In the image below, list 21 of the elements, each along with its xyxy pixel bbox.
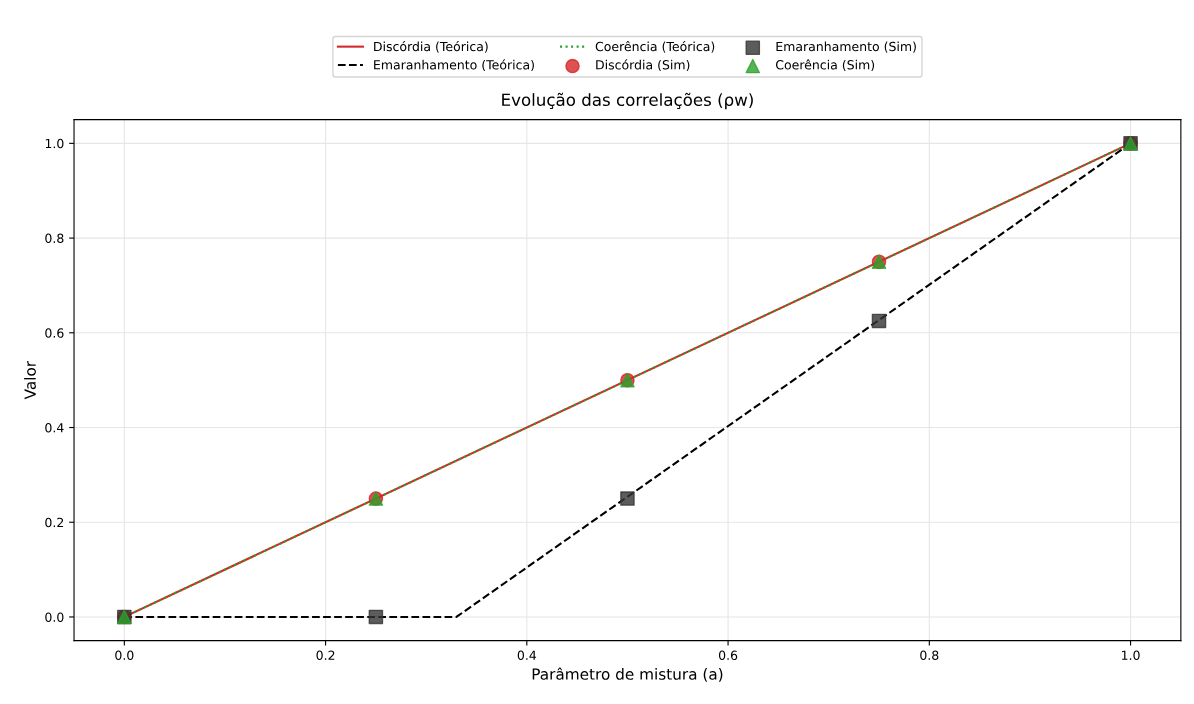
x-tick-label: 0.2 [316, 650, 335, 661]
chart-title: Evolução das correlações (ρw) [502, 92, 753, 110]
x-tick-label: 0.4 [517, 650, 537, 661]
legend-label: Coerência (Sim) [775, 59, 875, 72]
y-tick-label: 0.6 [45, 328, 64, 338]
y-tick-label: 1.0 [45, 138, 64, 149]
legend-label: Discórdia (Teórica) [374, 41, 488, 53]
x-axis-title: Parâmetro de mistura (a) [532, 667, 723, 682]
y-tick-label: 0.0 [45, 612, 64, 622]
y-tick-label: 0.4 [45, 422, 64, 433]
x-tick-label: 0.6 [718, 650, 738, 661]
legend-label: Discórdia (Sim) [596, 59, 690, 72]
y-tick-label: 0.2 [45, 517, 64, 528]
y-axis-title: Valor [24, 360, 36, 400]
y-tick-label: 0.8 [45, 233, 64, 244]
x-tick-label: 1.0 [1121, 650, 1140, 661]
legend-label: Coerência (Teórica) [595, 41, 715, 53]
x-tick-label: 0.0 [115, 650, 134, 661]
legend-label: Emaranhamento (Sim) [776, 41, 916, 53]
legend-label: Emaranhamento (Teórica) [374, 59, 534, 72]
x-tick-label: 0.8 [920, 650, 939, 661]
